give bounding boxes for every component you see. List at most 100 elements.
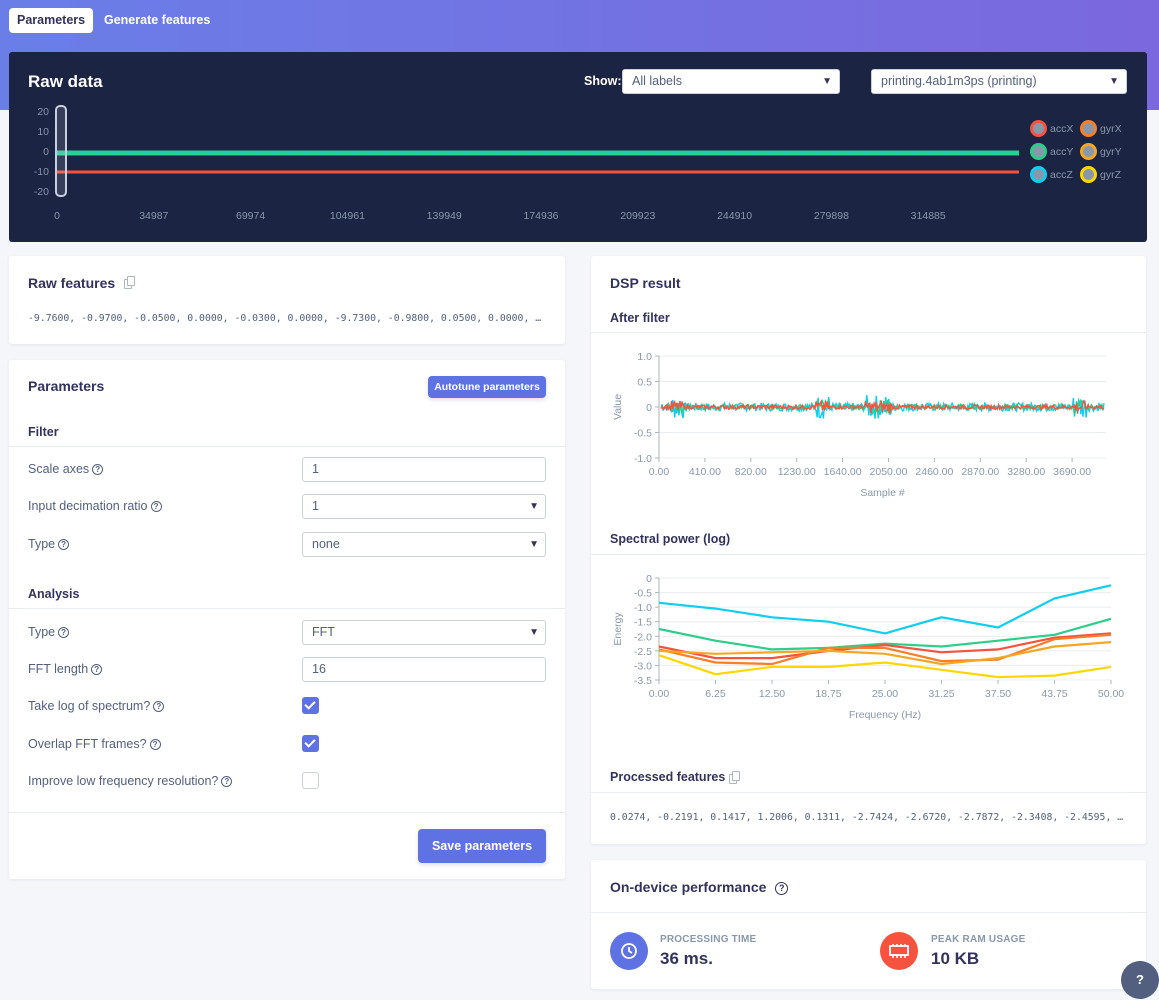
help-icon[interactable]: ? xyxy=(153,701,165,712)
memory-icon xyxy=(880,932,918,970)
help-icon[interactable]: ? xyxy=(58,539,70,550)
x-tick-label: 2460.00 xyxy=(915,466,953,478)
take-log-checkbox[interactable] xyxy=(302,697,319,714)
x-tick-label: 2050.00 xyxy=(870,466,908,478)
legend-swatch xyxy=(1030,143,1047,160)
legend-item-gyrx[interactable]: gyrX xyxy=(1080,120,1122,138)
raw-y-tick: -10 xyxy=(34,166,49,178)
save-parameters-button[interactable]: Save parameters xyxy=(418,829,546,863)
take-log-label: Take log of spectrum?? xyxy=(28,699,165,713)
series-line-gyrz xyxy=(658,654,1112,679)
parameters-title: Parameters xyxy=(28,378,105,394)
legend-item-gyrz[interactable]: gyrZ xyxy=(1080,166,1121,184)
y-tick-label: -0.5 xyxy=(634,428,652,440)
x-tick-label: 1230.00 xyxy=(778,466,816,478)
spectral-power-chart: 0 -0.5 -1.0 -1.5 -2.0 -2.5 -3.0 -3.50.00 6.25 12.… xyxy=(612,573,1124,721)
legend-item-accx[interactable]: accX xyxy=(1030,120,1073,138)
legend-label: gyrZ xyxy=(1100,169,1121,181)
raw-x-tick: 174936 xyxy=(523,210,558,222)
raw-data-panel: Raw data Show: All labels ▼ printing.4ab… xyxy=(9,52,1147,242)
x-tick-label: 0.00 xyxy=(649,466,670,478)
copy-icon[interactable] xyxy=(729,771,740,784)
x-tick-label: 0.00 xyxy=(649,688,670,700)
clock-icon xyxy=(610,932,648,970)
x-tick-label: 3280.00 xyxy=(1007,466,1045,478)
decimation-select[interactable]: 1 ▼ xyxy=(302,494,546,519)
processed-features-title: Processed features xyxy=(610,770,726,784)
filter-type-select[interactable]: none ▼ xyxy=(302,532,546,557)
improve-checkbox[interactable] xyxy=(302,772,319,789)
scale-axes-input[interactable]: 1 xyxy=(302,457,546,482)
raw-features-title: Raw features xyxy=(28,275,116,291)
raw-data-chart: 20 10 0 -10 -20 0 34987 69974 104961 139949 17493… xyxy=(34,105,1019,222)
raw-x-tick: 279898 xyxy=(814,210,849,222)
sample-select-value: printing.4ab1m3ps (printing) xyxy=(881,74,1037,88)
copy-icon[interactable] xyxy=(124,276,135,289)
help-icon[interactable]: ? xyxy=(221,776,233,787)
filter-type-label: Type? xyxy=(28,537,70,551)
help-icon[interactable]: ? xyxy=(58,627,70,638)
raw-features-values: -9.7600, -0.9700, -0.0500, 0.0000, -0.03… xyxy=(28,313,546,324)
after-filter-chart: 1.0 0.5 0 -0.5 -1.00.00 410.00 820.00 1230.00 16… xyxy=(612,351,1106,499)
parameters-card: Parameters Autotune parameters Filter Sc… xyxy=(9,360,565,879)
tab-generate-features[interactable]: Generate features xyxy=(104,13,211,27)
y-tick-label: -2.5 xyxy=(634,646,652,658)
legend-label: accY xyxy=(1050,146,1074,158)
help-icon[interactable]: ? xyxy=(91,664,103,675)
overlap-checkbox[interactable] xyxy=(302,735,319,752)
y-tick-label: -3.0 xyxy=(634,660,652,672)
x-tick-label: 12.50 xyxy=(759,688,785,700)
sample-select[interactable]: printing.4ab1m3ps (printing) ▼ xyxy=(871,69,1127,94)
y-tick-label: -1.5 xyxy=(634,617,652,629)
legend-item-accy[interactable]: accY xyxy=(1030,143,1073,161)
overlap-label: Overlap FFT frames?? xyxy=(28,737,161,751)
raw-x-tick: 0 xyxy=(54,210,60,222)
label-filter-select[interactable]: All labels ▼ xyxy=(622,69,840,94)
window-handle[interactable] xyxy=(55,105,67,197)
raw-x-tick: 104961 xyxy=(330,210,365,222)
tab-parameters[interactable]: Parameters xyxy=(9,8,94,33)
fft-length-input[interactable]: 16 xyxy=(302,657,546,682)
raw-features-card: Raw features -9.7600, -0.9700, -0.0500, … xyxy=(9,256,565,344)
legend-item-accz[interactable]: accZ xyxy=(1030,166,1073,184)
autotune-button[interactable]: Autotune parameters xyxy=(428,376,546,398)
analysis-type-select[interactable]: FFT ▼ xyxy=(302,620,546,645)
legend-swatch xyxy=(1080,143,1097,160)
series-line-gyrx xyxy=(658,633,1112,666)
series-line-accx xyxy=(660,399,1105,415)
spectral-power-title: Spectral power (log) xyxy=(610,532,731,546)
y-tick-label: 0 xyxy=(646,573,652,585)
analysis-section-label: Analysis xyxy=(28,587,80,601)
y-axis-label: Energy xyxy=(612,612,624,646)
performance-title: On-device performance ? xyxy=(610,879,789,895)
help-button[interactable]: ? xyxy=(1121,961,1159,999)
divider xyxy=(591,912,1146,913)
y-tick-label: 1.0 xyxy=(637,351,652,363)
raw-x-tick: 209923 xyxy=(620,210,655,222)
x-tick-label: 37.50 xyxy=(985,688,1011,700)
legend-label: accZ xyxy=(1050,169,1073,181)
x-tick-label: 820.00 xyxy=(735,466,767,478)
legend-item-gyry[interactable]: gyrY xyxy=(1080,143,1122,161)
help-icon[interactable]: ? xyxy=(149,739,161,750)
x-axis-label: Sample # xyxy=(860,487,905,499)
label-filter-value: All labels xyxy=(632,74,683,88)
processed-features-values: 0.0274, -0.2191, 0.1417, 1.2006, 0.1311,… xyxy=(610,812,1127,823)
help-icon[interactable]: ? xyxy=(150,501,162,512)
show-label: Show: xyxy=(584,74,622,88)
series-line-accy xyxy=(658,617,1112,651)
legend-swatch xyxy=(1030,120,1047,137)
raw-y-tick: 10 xyxy=(37,126,49,138)
x-tick-label: 25.00 xyxy=(872,688,898,700)
divider xyxy=(591,792,1146,793)
peak-ram-caption: PEAK RAM USAGE xyxy=(931,934,1026,945)
raw-y-tick: 20 xyxy=(37,106,49,118)
series-line-gyry xyxy=(658,641,1112,666)
legend-label: gyrX xyxy=(1100,123,1122,135)
divider xyxy=(9,446,565,447)
legend-swatch xyxy=(1080,166,1097,183)
raw-x-tick: 244910 xyxy=(717,210,752,222)
help-icon[interactable]: ? xyxy=(92,464,104,475)
help-icon[interactable]: ? xyxy=(775,882,789,895)
y-tick-label: -0.5 xyxy=(634,588,652,600)
